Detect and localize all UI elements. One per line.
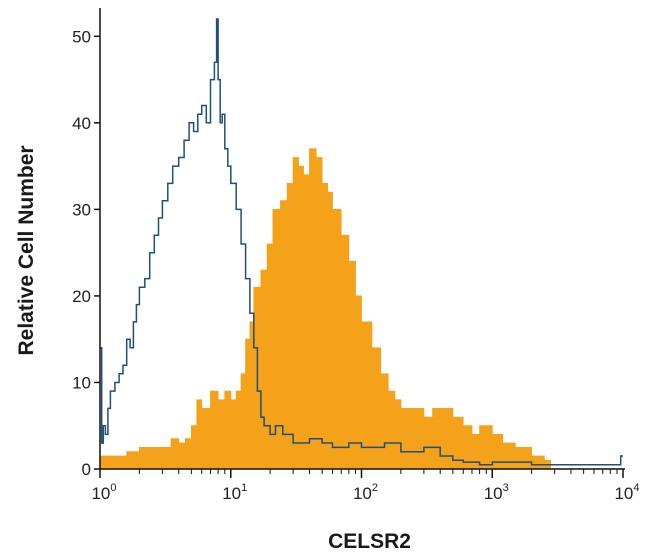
- x-tick-label: 103: [484, 482, 509, 503]
- y-axis-ticks: 0 10 20 30 40 50: [72, 27, 100, 479]
- y-tick-label: 20: [72, 287, 91, 306]
- plot-area: [99, 18, 623, 470]
- series-filled-histogram: [99, 148, 552, 470]
- series-outline-histogram: [100, 18, 623, 466]
- x-tick-label: 100: [91, 482, 116, 503]
- y-tick-label: 40: [72, 114, 91, 133]
- y-tick-label: 50: [72, 27, 91, 46]
- x-axis-ticks: 100 101 102 103 104: [91, 469, 640, 503]
- y-tick-label: 10: [72, 373, 91, 392]
- y-tick-label: 0: [82, 460, 91, 479]
- x-tick-label: 101: [222, 482, 247, 503]
- x-axis-title: CELSR2: [328, 530, 411, 553]
- x-tick-label: 104: [614, 482, 639, 503]
- y-axis-title: Relative Cell Number: [15, 145, 38, 355]
- x-tick-label: 102: [353, 482, 378, 503]
- y-tick-label: 30: [72, 200, 91, 219]
